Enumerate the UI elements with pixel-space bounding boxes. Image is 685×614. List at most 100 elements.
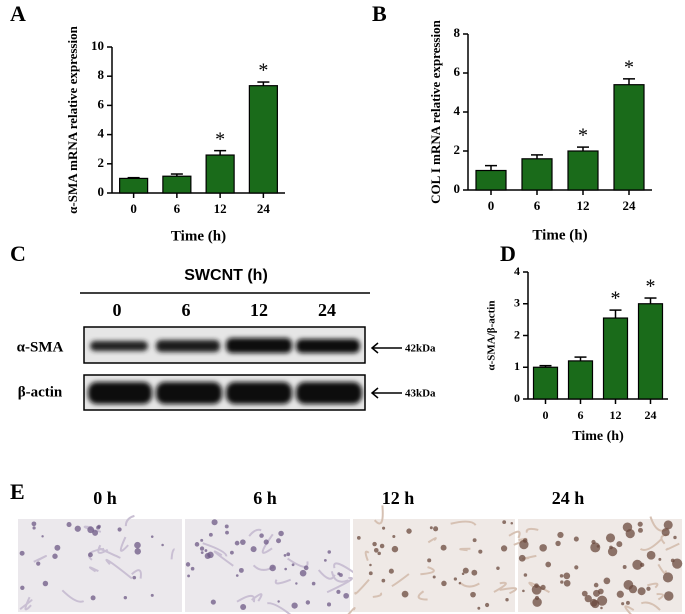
cell-process bbox=[525, 527, 539, 533]
cell-process bbox=[657, 563, 667, 575]
cell bbox=[343, 592, 350, 599]
cell bbox=[207, 551, 214, 559]
cell-process bbox=[508, 530, 521, 539]
y-tick-label: 2 bbox=[514, 327, 520, 341]
cell bbox=[646, 550, 656, 560]
cell bbox=[440, 544, 447, 551]
cell bbox=[532, 597, 542, 607]
cell bbox=[372, 541, 377, 547]
cell-process bbox=[624, 605, 635, 614]
cell bbox=[391, 545, 399, 553]
cell bbox=[200, 551, 204, 555]
cell-process bbox=[640, 601, 661, 611]
band bbox=[226, 382, 292, 404]
cell bbox=[429, 526, 433, 530]
cell bbox=[590, 542, 601, 553]
cell-process bbox=[330, 571, 349, 583]
bar bbox=[521, 158, 553, 191]
cell bbox=[637, 527, 643, 533]
arrows bbox=[370, 342, 402, 399]
cell bbox=[305, 600, 311, 605]
cell bbox=[134, 541, 141, 549]
cell bbox=[406, 528, 412, 534]
cell bbox=[519, 539, 529, 550]
bar bbox=[119, 177, 149, 194]
cell bbox=[54, 544, 61, 551]
panel-label: A bbox=[10, 1, 26, 26]
y-axis-label: α-SMA/β-actin bbox=[486, 301, 498, 371]
cell bbox=[269, 564, 276, 572]
image-label: 0 h bbox=[93, 488, 117, 508]
cell bbox=[74, 525, 81, 532]
cell bbox=[303, 565, 309, 571]
cell bbox=[208, 532, 213, 537]
x-tick-label: 24 bbox=[645, 408, 657, 422]
cell bbox=[637, 587, 646, 596]
bar bbox=[637, 303, 664, 400]
cell bbox=[545, 561, 552, 568]
cell bbox=[672, 558, 683, 569]
significance: * bbox=[624, 56, 634, 78]
cell bbox=[609, 545, 613, 550]
x-axis-label: Time (h) bbox=[532, 227, 587, 243]
x-tick-label: 24 bbox=[623, 198, 637, 213]
cell-process bbox=[450, 520, 477, 526]
cell bbox=[323, 558, 327, 562]
cell bbox=[658, 557, 662, 561]
cell bbox=[461, 572, 465, 576]
cell bbox=[388, 568, 394, 574]
cell bbox=[20, 585, 25, 590]
cell bbox=[373, 547, 379, 553]
cell bbox=[557, 531, 564, 539]
cell-process bbox=[105, 558, 133, 580]
cell-process bbox=[287, 557, 309, 568]
cell bbox=[194, 542, 200, 547]
cell bbox=[229, 550, 234, 555]
cell-process bbox=[236, 594, 256, 603]
cell bbox=[123, 595, 128, 600]
x-tick-label: 6 bbox=[174, 201, 181, 216]
cell bbox=[607, 546, 618, 557]
cell bbox=[259, 533, 264, 538]
cell bbox=[185, 562, 191, 567]
cell bbox=[496, 566, 500, 570]
cell bbox=[150, 593, 154, 597]
bar bbox=[567, 150, 599, 191]
cell bbox=[240, 539, 246, 545]
y-tick-label: 10 bbox=[91, 38, 104, 53]
cell-process bbox=[202, 542, 228, 557]
y-tick-label: 3 bbox=[514, 296, 520, 310]
cell-process bbox=[24, 596, 32, 611]
cell-process bbox=[98, 547, 121, 559]
cell bbox=[632, 559, 643, 570]
y-tick-label: 4 bbox=[98, 126, 105, 141]
cell-process bbox=[248, 528, 262, 537]
cell bbox=[278, 530, 284, 537]
y-axis-label: α-SMA mRNA relative expression bbox=[65, 25, 80, 213]
cell bbox=[336, 589, 341, 594]
cell bbox=[593, 589, 600, 597]
cell bbox=[581, 590, 588, 597]
cell-process bbox=[347, 607, 356, 614]
cell-process bbox=[326, 576, 353, 594]
y-tick-label: 4 bbox=[454, 103, 461, 118]
cell-process bbox=[420, 566, 435, 576]
cell bbox=[291, 602, 298, 609]
cell-process bbox=[267, 602, 292, 614]
band bbox=[156, 340, 220, 352]
size-label: 42kDa bbox=[405, 343, 436, 355]
cell bbox=[472, 538, 477, 543]
cell-process bbox=[499, 587, 518, 595]
cell bbox=[117, 527, 122, 532]
cell bbox=[626, 600, 630, 605]
bar bbox=[248, 85, 278, 194]
size-label: 43kDa bbox=[405, 388, 436, 400]
band bbox=[156, 382, 222, 404]
cell bbox=[311, 581, 316, 586]
cell bbox=[622, 565, 627, 569]
cell bbox=[621, 602, 625, 606]
cell bbox=[52, 553, 58, 559]
cell-process bbox=[33, 555, 47, 563]
cell bbox=[42, 580, 49, 587]
